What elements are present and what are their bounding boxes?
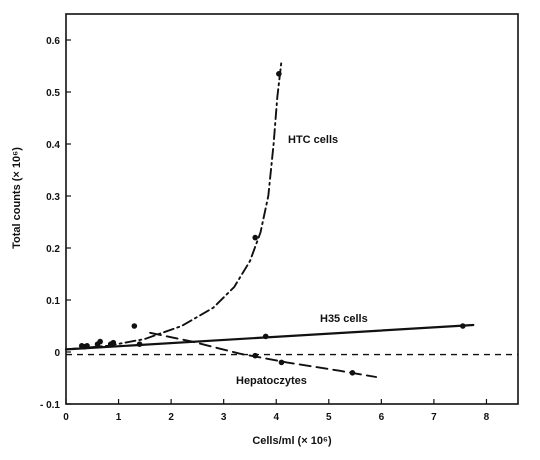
x-tick-label: 0 bbox=[63, 412, 69, 423]
y-tick-label: 0 bbox=[54, 348, 60, 359]
y-axis-title: Total counts (× 10⁶) bbox=[11, 147, 23, 249]
data-point-htc-cells bbox=[252, 234, 259, 241]
y-tick-label: 0.1 bbox=[46, 296, 60, 307]
x-tick-label: 1 bbox=[116, 412, 122, 423]
data-point-htc-cells bbox=[131, 323, 138, 329]
x-tick-label: 4 bbox=[273, 412, 279, 423]
series-line-hepatoczytes bbox=[149, 331, 378, 378]
x-axis-title: Cells/ml (× 10⁶) bbox=[252, 435, 332, 447]
y-tick-label: 0.2 bbox=[46, 244, 60, 255]
data-point-hepatoczytes bbox=[136, 341, 143, 348]
x-tick-label: 7 bbox=[431, 412, 437, 423]
series-line-h35-cells bbox=[64, 323, 475, 351]
x-tick-label: 3 bbox=[221, 412, 227, 423]
y-tick-label: 0.4 bbox=[46, 140, 60, 151]
data-point-h35-cells bbox=[262, 333, 269, 340]
data-point-h35-cells bbox=[460, 323, 466, 329]
data-point-h35-cells bbox=[78, 342, 85, 349]
series-label-hepatocytes: Hepatoczytes bbox=[236, 375, 307, 387]
y-tick-label: 0.6 bbox=[46, 36, 60, 47]
series-label-h35-cells: H35 cells bbox=[320, 313, 368, 325]
data-point-hepatoczytes bbox=[278, 359, 285, 366]
data-point-hepatoczytes bbox=[252, 352, 259, 359]
x-tick-label: 5 bbox=[326, 412, 332, 423]
data-point-hepatoczytes bbox=[84, 342, 90, 349]
y-tick-label: - 0.1 bbox=[40, 400, 60, 411]
x-tick-label: 2 bbox=[168, 412, 174, 423]
x-tick-label: 8 bbox=[484, 412, 490, 423]
data-point-h35-cells bbox=[110, 339, 117, 346]
y-tick-label: 0.3 bbox=[46, 192, 60, 203]
series-line-htc-cells bbox=[65, 59, 283, 351]
x-tick-label: 6 bbox=[379, 412, 385, 423]
data-point-htc-cells bbox=[276, 71, 282, 77]
series-label-htc-cells: HTC cells bbox=[288, 134, 338, 146]
data-point-hepatoczytes bbox=[349, 370, 356, 376]
plot-frame bbox=[65, 13, 519, 405]
y-tick-label: 0.5 bbox=[46, 88, 60, 99]
data-point-h35-cells bbox=[94, 341, 101, 348]
